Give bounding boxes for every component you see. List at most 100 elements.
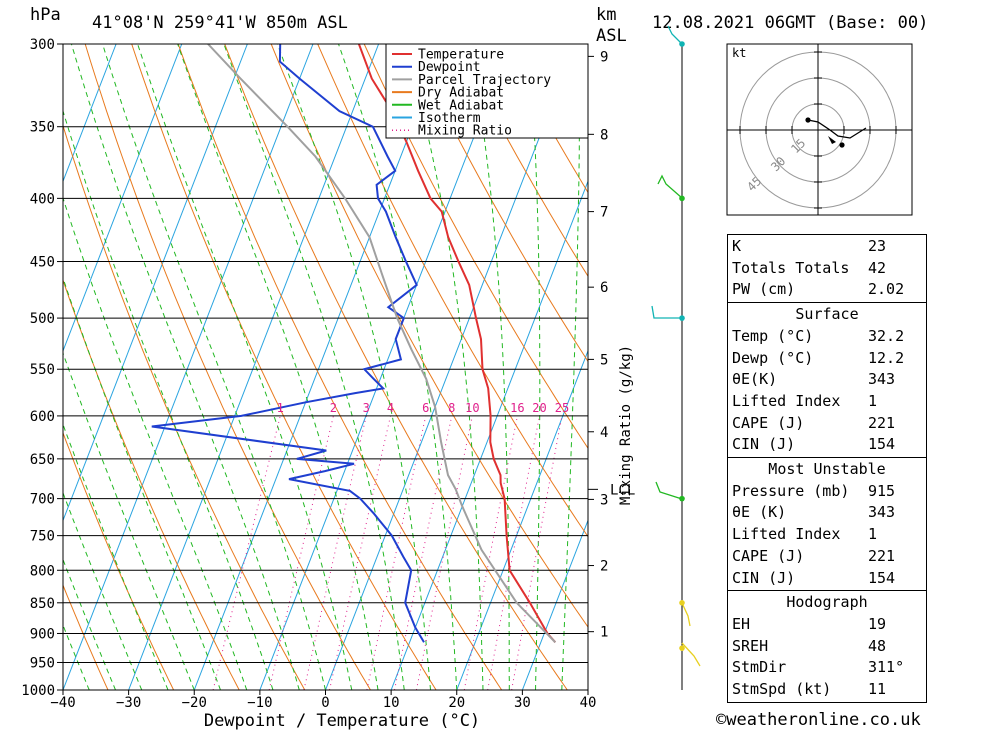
mu-cape-label: CAPE (J): [732, 546, 805, 565]
isotherm-line: [63, 44, 117, 183]
indices-panel: K 23 Totals Totals 42 PW (cm) 2.02 Surface …: [727, 234, 927, 703]
hodograph-trace: [807, 119, 867, 139]
asl-label: ASL: [596, 26, 627, 46]
eh-label: EH: [732, 614, 751, 633]
eh-row: EH 19: [732, 614, 922, 636]
wet-adiabat-line: [277, 44, 431, 690]
mu-li-row: Lifted Index 1: [732, 524, 922, 546]
surface-cin-row: CIN (J) 154: [732, 434, 922, 456]
indices-box-most-unstable: Most Unstable Pressure (mb) 915 θE (K) 343…: [727, 458, 927, 592]
axes-layer: 3003504004505005506006507007508008509009…: [21, 37, 635, 711]
pressure-tick-label: 550: [30, 362, 55, 378]
isotherm-line: [63, 44, 314, 690]
wet-adiabat-line: [63, 558, 116, 690]
wind-barb: [655, 481, 683, 500]
location-title: 41°08'N 259°41'W 850m ASL: [92, 13, 348, 33]
totals-totals-label: Totals Totals: [732, 258, 850, 277]
surface-cin-value: 154: [868, 435, 896, 454]
pressure-tick-label: 450: [30, 255, 55, 271]
stmdir-label: StmDir: [732, 658, 787, 677]
pressure-unit-label: hPa: [30, 5, 61, 25]
surface-cin-label: CIN (J): [732, 435, 796, 454]
x-tick-label: −40: [50, 695, 75, 711]
indices-box-surface: Surface Temp (°C) 32.2 Dewp (°C) 12.2 θE(K…: [727, 303, 927, 459]
mu-cape-value: 221: [868, 546, 896, 565]
mu-li-value: 1: [868, 525, 878, 544]
copyright-footer[interactable]: ©weatheronline.co.uk: [716, 710, 921, 730]
isotherm-line: [193, 44, 445, 690]
x-axis-title: Dewpoint / Temperature (°C): [204, 711, 480, 731]
hodograph-storm-motion: [839, 142, 845, 148]
parcel-trajectory-line: [207, 44, 557, 643]
wet-adiabat-line: [63, 109, 274, 690]
grid-layer: [63, 44, 588, 690]
mixing-ratio-line: [212, 415, 281, 690]
x-tick-label: 30: [514, 695, 531, 711]
x-tick-label: 0: [321, 695, 329, 711]
pressure-tick-label: 1000: [21, 683, 55, 699]
legend-label-mixing-ratio: Mixing Ratio: [418, 124, 512, 139]
legend-label-wet-adiabat: Wet Adiabat: [418, 98, 504, 113]
pressure-tick-label: 650: [30, 452, 55, 468]
wind-barb: [681, 642, 701, 667]
wet-adiabat-line: [561, 44, 581, 690]
km-tick-label: 8: [600, 127, 608, 143]
wind-barb: [667, 25, 683, 45]
mu-pressure-value: 915: [868, 481, 896, 500]
mixing-ratio-label: 2: [330, 401, 337, 415]
mu-theta-label: θE (K): [732, 503, 787, 522]
surface-title: Surface: [795, 305, 859, 324]
isotherm-line: [63, 44, 183, 353]
isotherm-line: [390, 179, 588, 690]
km-label: km: [596, 5, 616, 25]
mixing-ratio-label: 20: [532, 401, 546, 415]
surface-li-label: Lifted Index: [732, 391, 841, 410]
dry-adiabat-line: [363, 44, 588, 450]
wind-level-dot: [679, 495, 685, 502]
indices-box-hodograph: Hodograph EH 19 SREH 48 StmDir 311° StmSpd …: [727, 591, 927, 703]
temperature-line: [357, 44, 557, 643]
km-tick-label: 4: [600, 425, 608, 441]
pw-value: 2.02: [868, 280, 905, 299]
mu-cin-value: 154: [868, 568, 896, 587]
wind-level-dot: [679, 599, 685, 606]
mu-theta-row: θE (K) 343: [732, 502, 922, 524]
mixing-ratio-label: 6: [422, 401, 429, 415]
wind-profile: [651, 25, 701, 690]
hodograph-unit-label: kt: [732, 46, 746, 60]
pw-row: PW (cm) 2.02: [732, 279, 922, 301]
wet-adiabat-line: [338, 44, 458, 690]
mixing-ratio-label: 1: [277, 401, 284, 415]
pressure-tick-label: 500: [30, 311, 55, 327]
pressure-tick-label: 750: [30, 529, 55, 545]
eh-value: 19: [868, 614, 887, 633]
pressure-tick-label: 300: [30, 37, 55, 53]
wind-level-dot: [679, 315, 685, 321]
mixing-ratio-line: [487, 415, 540, 690]
mixing-ratio-labels: 1 2 3 4 6 8 10 16 20 25: [277, 401, 570, 415]
lcl-label: LCL: [610, 482, 635, 498]
hodograph-title: Hodograph: [786, 593, 868, 612]
wet-adiabat-line: [177, 44, 379, 690]
sreh-value: 48: [868, 636, 887, 655]
legend-label-parcel-trajectory: Parcel Trajectory: [418, 73, 551, 88]
surface-dewp-label: Dewp (°C): [732, 348, 814, 367]
wind-level-dot: [679, 195, 685, 202]
wind-barb: [681, 602, 691, 627]
wind-level-dot: [679, 41, 685, 47]
hodograph-arrow-icon: [828, 136, 836, 144]
k-index-value: 23: [868, 237, 887, 255]
km-tick-label: 7: [600, 205, 608, 221]
surface-theta-value: 343: [868, 370, 896, 389]
legend-label-temperature: Temperature: [418, 48, 504, 63]
mixing-ratio-label: 3: [363, 401, 370, 415]
mixing-ratio-label: 10: [465, 401, 479, 415]
isotherm-line: [521, 519, 588, 690]
wet-adiabat-line: [403, 44, 484, 690]
x-tick-label: −10: [247, 695, 272, 711]
isotherm-line: [128, 44, 380, 690]
legend-label-dry-adiabat: Dry Adiabat: [418, 86, 504, 101]
